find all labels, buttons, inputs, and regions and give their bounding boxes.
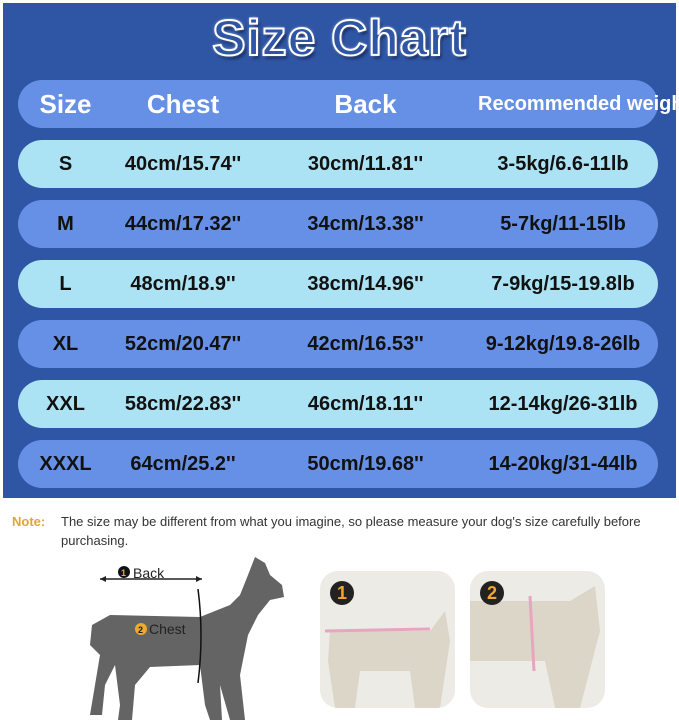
svg-text:2: 2 [138,625,143,635]
table-row: M 44cm/17.32'' 34cm/13.38'' 5-7kg/11-15lb [18,200,658,248]
cell-chest: 52cm/20.47'' [124,332,242,355]
cell-weight: 3-5kg/6.6-11lb [497,152,629,175]
cell-chest: 40cm/15.74'' [124,152,242,175]
cell-chest: 48cm/18.9'' [130,272,236,295]
cell-size: XXL [46,392,85,415]
back-measure-photo: 1 [320,571,455,708]
dog-silhouette [90,557,284,720]
chest-arrow [197,588,202,684]
dog-measurement-diagram: 1 Back 2 Chest [90,557,284,720]
cell-back: 46cm/18.11'' [307,392,424,415]
cell-back: 42cm/16.53'' [307,332,424,355]
header-back: Back [334,88,397,119]
note-text: The size may be different from what you … [61,514,641,548]
cell-weight: 12-14kg/26-31lb [488,392,638,415]
size-chart-panel: Size Chart Size Chest Back Recommended w… [3,3,679,498]
cell-size: XL [52,332,79,355]
svg-text:1: 1 [121,568,126,578]
cell-chest: 58cm/22.83'' [124,392,242,415]
header-chest: Chest [146,88,220,119]
cell-back: 50cm/19.68'' [307,452,424,475]
cell-weight: 9-12kg/19.8-26lb [485,332,641,355]
step-1-badge: 1 [330,581,354,605]
cell-back: 38cm/14.96'' [307,272,424,295]
chest-label: Chest [149,621,186,637]
table-row: L 48cm/18.9'' 38cm/14.96'' 7-9kg/15-19.8lb [18,260,658,308]
cell-weight: 7-9kg/15-19.8lb [491,272,635,295]
cell-size: M [57,212,74,235]
cell-back: 30cm/11.81'' [307,152,424,175]
cell-weight: 14-20kg/31-44lb [488,452,638,475]
table-row: S 40cm/15.74'' 30cm/11.81'' 3-5kg/6.6-11lb [18,140,658,188]
step-2-badge: 2 [480,581,504,605]
table-row: XXL 58cm/22.83'' 46cm/18.11'' 12-14kg/26-31… [18,380,658,428]
cell-weight: 5-7kg/11-15lb [500,212,626,235]
cell-back: 34cm/13.38'' [307,212,424,235]
table-row: XXXL 64cm/25.2'' 50cm/19.68'' 14-20kg/31-44… [18,440,658,488]
cell-size: L [59,272,72,295]
chest-measure-photo: 2 [470,571,605,708]
header-size: Size [39,88,92,119]
cell-chest: 44cm/17.32'' [124,212,242,235]
back-label: Back [133,565,165,581]
header-weight: Recommended weight [478,92,679,115]
size-chart-title: Size Chart [211,9,467,67]
cell-chest: 64cm/25.2'' [130,452,236,475]
cell-size: S [58,152,73,175]
note-label: Note: [12,514,46,529]
cell-size: XXXL [39,452,92,475]
table-header: Size Chest Back Recommended weight [18,80,679,128]
table-row: XL 52cm/20.47'' 42cm/16.53'' 9-12kg/19.8-26… [18,320,658,368]
